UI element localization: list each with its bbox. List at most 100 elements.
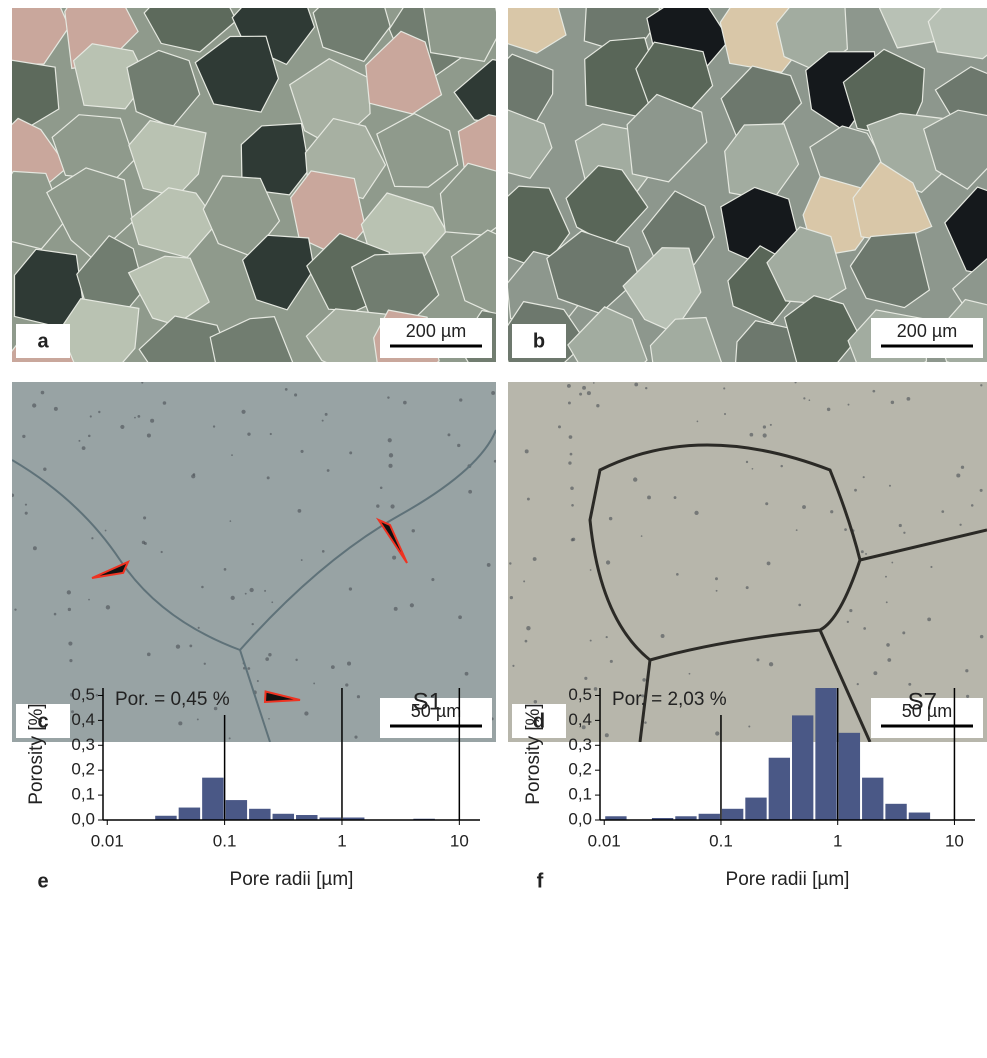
speck	[847, 621, 849, 623]
speck	[389, 453, 393, 457]
speck	[331, 665, 335, 669]
bar	[769, 758, 790, 820]
speck	[891, 401, 894, 404]
speck	[763, 425, 766, 428]
speck	[587, 391, 591, 395]
speck	[231, 596, 235, 600]
bar	[249, 809, 270, 820]
y-tick-label: 0,0	[71, 809, 95, 828]
speck	[347, 662, 351, 666]
speck	[191, 474, 195, 478]
speck	[304, 711, 308, 715]
speck	[354, 736, 357, 739]
bar	[815, 688, 836, 820]
speck	[285, 388, 288, 391]
speck	[82, 446, 86, 450]
speck	[863, 476, 865, 478]
speck	[593, 382, 595, 384]
speck	[143, 516, 146, 519]
speck	[322, 420, 324, 422]
speck	[268, 653, 271, 656]
speck	[78, 440, 80, 442]
speck	[68, 641, 72, 645]
speck	[827, 408, 830, 411]
speck	[889, 485, 891, 487]
speck	[394, 607, 398, 611]
speck	[887, 658, 891, 662]
speck	[412, 529, 415, 532]
speck	[903, 532, 905, 534]
speck	[844, 528, 847, 531]
speck	[582, 386, 586, 390]
x-tick-label: 10	[945, 831, 964, 850]
speck	[54, 407, 58, 411]
speck	[809, 399, 811, 401]
speck	[54, 613, 57, 616]
bar	[179, 808, 200, 820]
speck	[572, 538, 575, 541]
speck	[525, 449, 529, 453]
speck	[885, 576, 887, 578]
speck	[265, 657, 269, 661]
speck	[390, 504, 394, 508]
speck	[534, 700, 537, 703]
speck	[465, 672, 469, 676]
speck	[510, 596, 513, 599]
speck	[67, 590, 71, 594]
speck	[357, 695, 360, 698]
speck	[980, 489, 983, 492]
speck	[523, 580, 525, 582]
speck	[197, 718, 199, 720]
speck	[431, 578, 434, 581]
panel-label: e	[37, 870, 48, 892]
speck	[150, 419, 154, 423]
speck	[201, 586, 204, 589]
speck	[610, 660, 613, 663]
speck	[224, 568, 227, 571]
corner-label: S7	[908, 688, 937, 715]
speck	[750, 433, 754, 437]
speck	[830, 510, 833, 513]
speck	[570, 486, 574, 490]
speck	[468, 490, 472, 494]
speck	[902, 631, 905, 634]
panel-label: a	[37, 330, 49, 352]
speck	[891, 562, 893, 564]
bar	[839, 733, 860, 820]
speck	[106, 605, 110, 609]
speck	[644, 721, 646, 723]
speck	[770, 424, 772, 426]
speck	[571, 504, 574, 507]
speck	[387, 396, 389, 398]
speck	[512, 665, 514, 667]
speck	[457, 444, 460, 447]
speck	[247, 667, 250, 670]
speck	[491, 391, 495, 395]
speck	[872, 390, 875, 393]
speck	[10, 494, 14, 498]
speck	[723, 387, 725, 389]
x-axis-label: Pore radii [µm]	[726, 869, 850, 890]
speck	[966, 695, 969, 698]
corner-label: S1	[413, 688, 442, 715]
speck	[178, 721, 182, 725]
speck	[142, 541, 145, 544]
speck	[88, 599, 90, 601]
speck	[32, 403, 36, 407]
speck	[176, 644, 180, 648]
speck	[68, 608, 71, 611]
speck	[230, 520, 232, 522]
speck	[886, 643, 890, 647]
speck	[641, 535, 643, 537]
speck	[33, 546, 37, 550]
speck	[294, 393, 297, 396]
speck	[388, 438, 392, 442]
scale-label: 200 µm	[897, 321, 957, 341]
speck	[448, 433, 451, 436]
speck	[796, 529, 798, 531]
speck	[579, 393, 582, 396]
speck	[161, 551, 163, 553]
speck	[697, 421, 699, 423]
speck	[43, 468, 46, 471]
speck	[568, 402, 571, 405]
